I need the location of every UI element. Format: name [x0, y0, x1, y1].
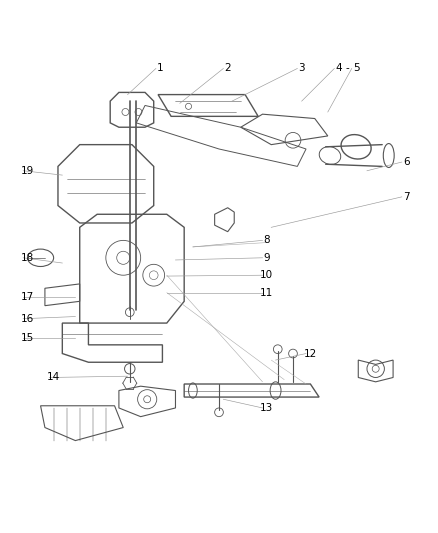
Text: 7: 7	[403, 192, 410, 202]
Text: 15: 15	[21, 333, 34, 343]
Text: 16: 16	[21, 314, 34, 324]
Text: 5: 5	[353, 63, 360, 74]
Text: 17: 17	[21, 292, 34, 302]
Text: 12: 12	[304, 349, 317, 359]
Text: 10: 10	[260, 270, 273, 280]
Text: 4: 4	[336, 63, 342, 74]
Text: 8: 8	[264, 236, 270, 245]
Text: 2: 2	[224, 63, 231, 74]
Text: 6: 6	[403, 157, 410, 167]
Text: 14: 14	[47, 373, 60, 383]
Text: 18: 18	[21, 253, 34, 263]
Text: 13: 13	[260, 403, 273, 413]
Text: 19: 19	[21, 166, 34, 176]
Text: 3: 3	[298, 63, 305, 74]
Text: -: -	[346, 63, 349, 74]
Text: 11: 11	[260, 288, 273, 297]
Text: 9: 9	[264, 253, 270, 263]
Text: 1: 1	[157, 63, 163, 74]
